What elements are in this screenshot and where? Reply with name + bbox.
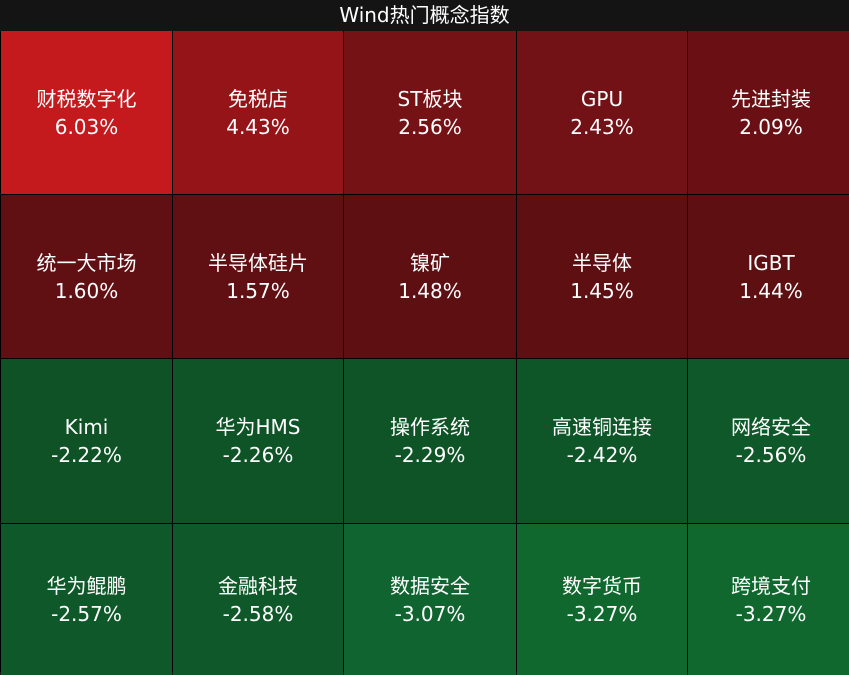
- cell-value: -3.27%: [566, 601, 638, 626]
- cell-value: -2.57%: [51, 601, 122, 626]
- heatmap-cell[interactable]: 网络安全 -2.56%: [688, 359, 849, 523]
- heatmap-cell[interactable]: 财税数字化 6.03%: [1, 31, 172, 194]
- cell-name: 半导体硅片: [208, 250, 308, 275]
- cell-name: 金融科技: [218, 573, 298, 598]
- cell-name: 华为HMS: [215, 415, 301, 439]
- cell-name: 免税店: [228, 86, 288, 111]
- heatmap-cell[interactable]: 跨境支付 -3.27%: [688, 524, 849, 675]
- cell-value: 1.57%: [226, 278, 290, 303]
- cell-name: 操作系统: [390, 415, 470, 439]
- heatmap-cell[interactable]: 华为HMS -2.26%: [173, 359, 343, 523]
- cell-name: 华为鲲鹏: [46, 573, 127, 598]
- heatmap-cell[interactable]: 统一大市场 1.60%: [1, 195, 172, 358]
- cell-name: 数据安全: [390, 573, 470, 598]
- cell-name: IGBT: [747, 250, 795, 275]
- cell-value: 2.43%: [570, 114, 634, 139]
- chart-title: Wind热门概念指数: [0, 0, 849, 32]
- cell-value: -2.56%: [735, 443, 807, 467]
- cell-value: -3.27%: [735, 601, 807, 626]
- heatmap-cell[interactable]: 数字货币 -3.27%: [517, 524, 687, 675]
- cell-name: 数字货币: [562, 573, 642, 598]
- heatmap-cell[interactable]: 操作系统 -2.29%: [344, 359, 516, 523]
- cell-name: Kimi: [64, 415, 109, 439]
- heatmap-cell[interactable]: Kimi -2.22%: [1, 359, 172, 523]
- cell-value: 4.43%: [226, 114, 290, 139]
- cell-value: 2.09%: [739, 114, 803, 139]
- cell-name: 网络安全: [731, 415, 811, 439]
- heatmap-cell[interactable]: 免税店 4.43%: [173, 31, 343, 194]
- cell-value: -2.29%: [394, 443, 466, 467]
- heatmap-cell[interactable]: ST板块 2.56%: [344, 31, 516, 194]
- cell-name: 财税数字化: [36, 86, 137, 111]
- cell-value: 1.48%: [398, 278, 462, 303]
- cell-name: 跨境支付: [731, 573, 811, 598]
- cell-value: -2.22%: [51, 443, 122, 467]
- heatmap-cell[interactable]: GPU 2.43%: [517, 31, 687, 194]
- cell-value: 6.03%: [54, 114, 119, 139]
- cell-value: 1.60%: [54, 278, 119, 303]
- cell-value: 1.44%: [739, 278, 803, 303]
- heatmap-cell[interactable]: 半导体 1.45%: [517, 195, 687, 358]
- cell-value: -3.07%: [394, 601, 466, 626]
- cell-name: 半导体: [572, 250, 632, 275]
- cell-name: ST板块: [397, 86, 463, 111]
- cell-value: -2.42%: [566, 443, 638, 467]
- cell-name: 先进封装: [731, 86, 811, 111]
- heatmap-cell[interactable]: 华为鲲鹏 -2.57%: [1, 524, 172, 675]
- cell-value: -2.58%: [222, 601, 294, 626]
- heatmap-grid: 财税数字化 6.03% 免税店 4.43% ST板块 2.56% GPU 2.43% 先进封装 2…: [0, 31, 849, 675]
- heatmap-cell[interactable]: IGBT 1.44%: [688, 195, 849, 358]
- heatmap-cell[interactable]: 镍矿 1.48%: [344, 195, 516, 358]
- heatmap-cell[interactable]: 高速铜连接 -2.42%: [517, 359, 687, 523]
- heatmap-cell[interactable]: 半导体硅片 1.57%: [173, 195, 343, 358]
- cell-name: 镍矿: [410, 250, 450, 275]
- cell-name: GPU: [580, 86, 624, 111]
- heatmap-cell[interactable]: 金融科技 -2.58%: [173, 524, 343, 675]
- cell-name: 统一大市场: [36, 250, 137, 275]
- cell-value: -2.26%: [222, 443, 294, 467]
- cell-name: 高速铜连接: [552, 415, 652, 439]
- heatmap-cell[interactable]: 先进封装 2.09%: [688, 31, 849, 194]
- cell-value: 2.56%: [398, 114, 462, 139]
- cell-value: 1.45%: [570, 278, 634, 303]
- heatmap-cell[interactable]: 数据安全 -3.07%: [344, 524, 516, 675]
